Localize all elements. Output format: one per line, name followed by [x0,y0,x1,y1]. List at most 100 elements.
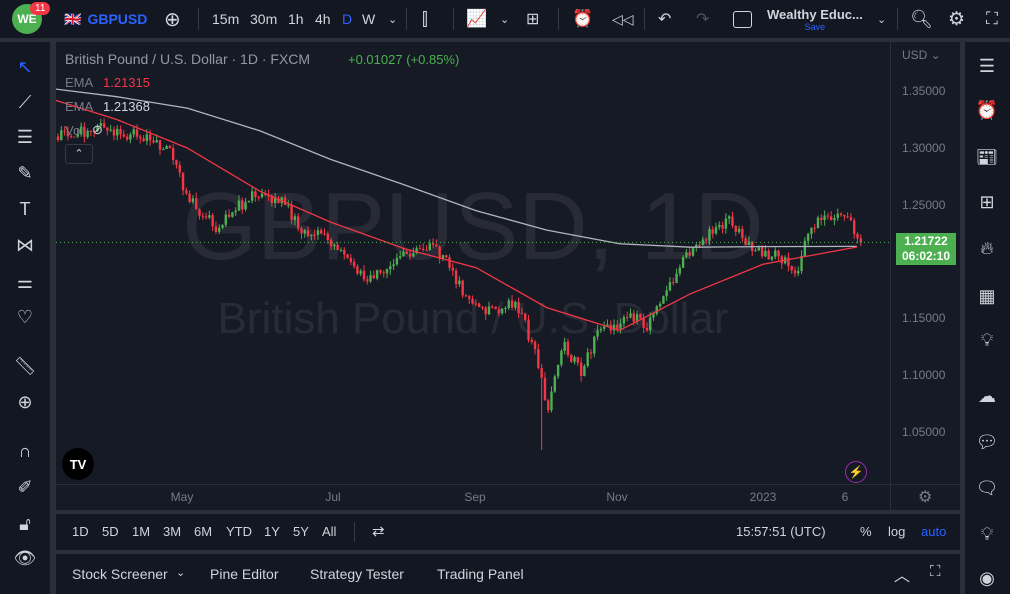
heart-icon[interactable]: ♡ [16,306,34,327]
zoom-in-icon[interactable]: ⊕ [17,391,33,412]
hotlist-fire-icon[interactable]: 🔥︎ [980,237,994,258]
log-toggle[interactable]: log [888,524,906,539]
range-1y[interactable]: 1Y [264,524,280,539]
ema1-label[interactable]: EMA [65,75,94,90]
watermark-symbol: GBPUSD, 1D [182,173,764,280]
tab-trading-panel[interactable]: Trading Panel [437,566,524,582]
candle-up [303,230,306,234]
watchlist-icon[interactable]: ☰ [978,55,996,76]
axis-settings-gear-icon[interactable]: ⚙ [918,489,933,506]
symbol-search[interactable]: 🇬🇧 GBPUSD [64,0,147,38]
candle-down [760,247,764,257]
broadcast-icon[interactable]: ◉ [979,567,995,588]
collapse-panel-icon[interactable]: ︿ [894,568,911,585]
candle-up [250,191,254,201]
streams-icon[interactable]: ☁ [978,385,996,406]
interval-4h[interactable]: 4h [315,11,331,27]
hidden-eye-icon[interactable]: ⊘ [92,122,103,137]
chats-icon[interactable]: 💬︎ [975,431,999,452]
ideas-bulb-icon[interactable]: 💡︎ [980,329,994,350]
interval-30m[interactable]: 30m [250,11,278,27]
range-1d[interactable]: 1D [72,524,89,539]
interval-d[interactable]: D [342,11,353,27]
messages-icon[interactable]: 🗨︎ [975,477,999,498]
indicators-icon[interactable]: 📈 [466,9,488,28]
magnet-icon[interactable]: ∩ [18,440,32,461]
candles-icon[interactable]: ⫿ [422,8,428,29]
ema2-label[interactable]: EMA [65,99,94,114]
candle-up [389,266,392,270]
alarm-clock-icon[interactable]: ⏰ [975,99,999,120]
undo-icon[interactable]: ↶ [658,11,672,28]
lock-drawing-icon[interactable]: ✐ [17,476,33,497]
gear-icon[interactable]: ⚙ [948,8,966,30]
user-avatar[interactable]: WE 11 [12,0,51,38]
flag-icon: 🇬🇧 [64,10,82,27]
collapse-legend-button[interactable]: ⌃ [65,144,93,164]
interval-15m[interactable]: 15m [212,11,240,27]
fullscreen-square-icon[interactable] [733,0,752,38]
layout-name-button[interactable]: Wealthy Educ... Save [767,0,863,38]
redo-icon[interactable]: ↷ [696,11,710,28]
interval-1h[interactable]: 1h [288,11,304,27]
fib-icon[interactable]: ☰ [16,126,34,147]
range-3m[interactable]: 3M [163,524,182,539]
trend-line-icon[interactable]: ⟋ [18,91,32,112]
candle-down [517,301,520,314]
fullscreen-icon[interactable]: ⛶ [986,9,998,28]
compare-add-icon[interactable]: ⊕ [164,8,181,31]
percent-toggle[interactable]: % [860,524,872,539]
news-icon[interactable]: 📰︎ [975,146,999,167]
text-icon[interactable]: T [19,198,31,219]
range-5d[interactable]: 5D [102,524,119,539]
candle-down [195,198,198,210]
tab-stock-screener[interactable]: Stock Screener [72,566,168,582]
add-list-icon[interactable]: ⊞ [979,191,995,212]
brush-icon[interactable]: ✎ [17,162,33,183]
volume-label[interactable]: Vol [65,123,84,138]
candle-down [481,307,484,309]
timezone-clock[interactable]: 15:57:51 (UTC) [736,524,826,539]
currency-selector[interactable]: USD ⌄ [902,48,941,62]
calendar-icon[interactable]: ▦ [978,285,996,306]
candle-down [576,357,580,363]
candle-up [76,134,79,137]
lightning-icon[interactable]: ⚡ [845,461,867,483]
candle-down [326,233,329,240]
candle-down [537,349,540,369]
layout-grid-icon[interactable]: ⊞ [526,11,540,28]
chevron-down-icon[interactable]: ⌄ [176,567,186,579]
date-range-icon[interactable]: ⇄ [372,523,385,540]
tradingview-logo[interactable]: TV [62,448,94,480]
candle-down [547,400,550,411]
chevron-down-icon[interactable]: ⌄ [877,13,887,26]
lock-icon[interactable]: 🔓︎ [19,513,31,534]
candle-up [487,306,491,315]
range-6m[interactable]: 6M [194,524,213,539]
alert-add-icon[interactable]: ⏰ [572,9,594,28]
candle-down [688,252,691,256]
range-5y[interactable]: 5Y [293,524,309,539]
pattern-icon[interactable]: ⋈ [16,234,34,255]
eye-icon[interactable]: 👁︎ [13,547,37,568]
chevron-down-icon[interactable]: ⌄ [500,13,510,26]
range-ytd[interactable]: YTD [226,524,252,539]
help-bulb-icon[interactable]: 💡︎ [980,523,994,544]
forecast-icon[interactable]: ⚌ [16,271,34,292]
tab-strategy-tester[interactable]: Strategy Tester [310,566,404,582]
candle-down [188,193,191,203]
chart-pane[interactable]: GBPUSD, 1D British Pound / U.S. Dollar B… [56,42,960,510]
candle-down [777,250,780,257]
tab-pine-editor[interactable]: Pine Editor [210,566,279,582]
replay-icon[interactable]: ◁◁ [612,10,634,27]
maximize-panel-icon[interactable]: ⛶ [930,563,941,580]
ruler-icon[interactable]: 📏︎ [13,355,37,376]
price-chart[interactable] [56,42,960,510]
chevron-down-icon[interactable]: ⌄ [388,13,398,26]
auto-toggle[interactable]: auto [921,524,947,539]
interval-w[interactable]: W [362,11,376,27]
search-icon[interactable]: 🔍︎ [910,8,933,29]
range-all[interactable]: All [322,524,337,539]
range-1m[interactable]: 1M [132,524,151,539]
cursor-icon[interactable]: ↖ [17,56,33,77]
